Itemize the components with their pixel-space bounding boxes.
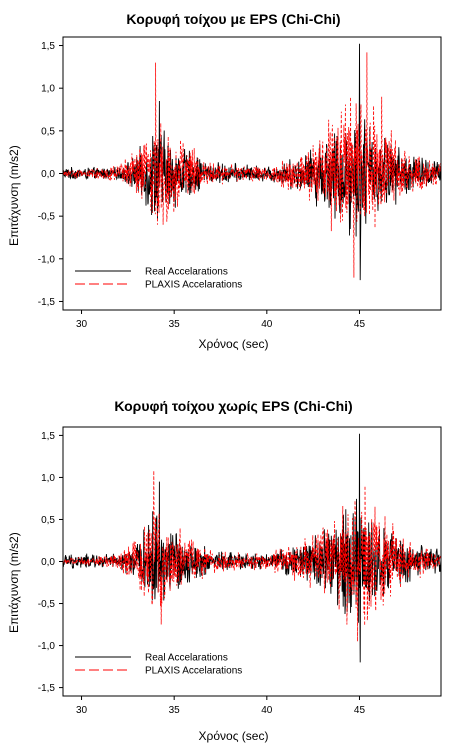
legend-label-1: PLAXIS Accelarations [145,280,242,291]
y-tick-label: -0,5 [38,212,56,223]
y-tick-label: 0,5 [41,126,55,137]
x-tick-label: 35 [169,319,181,330]
x-axis-label: Χρόνος (sec) [198,337,269,351]
x-tick-label: 35 [169,705,181,716]
chart-panel-top: Κορυφή τοίχου με EPS (Chi-Chi) Επιτάχυνσ… [7,11,442,351]
chart-title: Κορυφή τοίχου χωρίς EPS (Chi-Chi) [114,398,353,414]
legend-label-1: PLAXIS Accelarations [145,666,242,677]
y-tick-label: 1,0 [41,84,55,95]
legend-label-0: Real Accelarations [145,653,228,664]
y-tick-label: 0,0 [41,169,55,180]
y-tick-label: -1,5 [38,297,56,308]
y-tick-label: 0,0 [41,557,55,568]
x-axis-label: Χρόνος (sec) [198,729,269,743]
y-tick-label: -1,5 [38,683,56,694]
legend-label-0: Real Accelarations [145,267,228,278]
x-tick-label: 45 [354,319,366,330]
chart-svg: -1,5 -1,0 -0,5 0,0 0,5 1,0 1,5 30 35 40 45 Real Acc… [38,36,442,330]
y-tick-label: -1,0 [38,254,56,265]
y-tick-label: 0,5 [41,515,55,526]
x-tick-label: 40 [261,705,273,716]
x-tick-label: 45 [354,705,366,716]
y-tick-label: 1,0 [41,473,55,484]
y-tick-label: -0,5 [38,599,56,610]
y-tick-label: 1,5 [41,431,55,442]
chart-title: Κορυφή τοίχου με EPS (Chi-Chi) [126,11,341,27]
x-tick-label: 40 [261,319,273,330]
series-line-1 [62,52,442,278]
series-line-1 [62,470,442,642]
y-tick-label: 1,5 [41,41,55,52]
series-line-0 [62,43,442,281]
chart-svg: -1,5 -1,0 -0,5 0,0 0,5 1,0 1,5 30 35 40 45 Real Acc… [38,426,442,716]
x-tick-label: 30 [76,319,88,330]
chart-panel-bottom: Κορυφή τοίχου χωρίς EPS (Chi-Chi) Επιτάχ… [0,378,467,756]
y-tick-label: -1,0 [38,641,56,652]
x-tick-label: 30 [76,705,88,716]
